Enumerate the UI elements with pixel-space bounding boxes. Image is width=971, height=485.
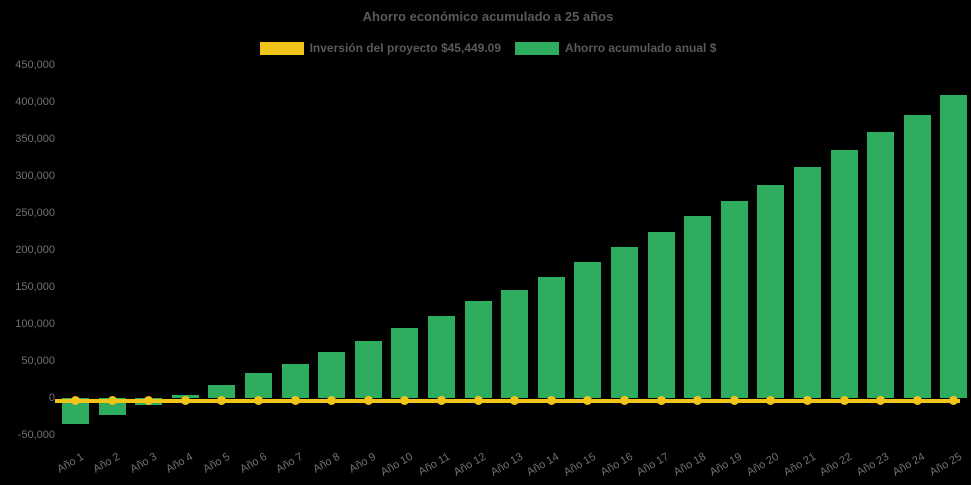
investment-line-marker: [949, 396, 959, 406]
y-axis-tick-label: 450,000: [15, 58, 55, 71]
bar-ano-21: [794, 167, 821, 399]
chart-title: Ahorro económico acumulado a 25 años: [362, 9, 614, 24]
y-axis-tick-label: 200,000: [15, 243, 55, 256]
legend-label-savings: Ahorro acumulado anual $: [565, 41, 717, 55]
investment-line-marker: [803, 396, 812, 406]
y-axis-tick-label: 400,000: [15, 95, 55, 108]
bar-ano-7: [281, 363, 309, 399]
bar-ano-5: [208, 385, 236, 399]
investment-line-marker: [656, 396, 666, 406]
bar-ano-24: [903, 114, 931, 399]
investment-line-marker: [620, 396, 629, 406]
investment-line-marker: [144, 396, 154, 406]
investment-line-marker: [473, 396, 483, 406]
investment-line-marker: [729, 396, 739, 406]
bar-ano-22: [830, 150, 858, 399]
investment-line-marker: [437, 396, 446, 406]
y-axis-tick-label: 300,000: [15, 169, 55, 182]
y-axis-tick-label: 0: [48, 391, 55, 404]
investment-line-marker: [254, 396, 263, 406]
investment-line-marker: [107, 396, 117, 406]
investment-line-marker: [400, 396, 410, 406]
investment-line-marker: [290, 396, 300, 406]
legend: Inversión del proyecto $45,449.09 Ahorro…: [30, 41, 946, 55]
bar-ano-16: [611, 246, 638, 399]
bar-ano-11: [428, 316, 455, 399]
legend-label-investment: Inversión del proyecto $45,449.09: [309, 41, 502, 55]
bar-ano-23: [867, 131, 895, 399]
investment-line-marker: [327, 396, 337, 406]
investment-line-marker: [693, 396, 703, 406]
investment-line-marker: [766, 396, 776, 406]
y-axis-tick-label: 150,000: [15, 280, 55, 293]
bar-ano-6: [245, 373, 272, 399]
y-axis-tick-label: 350,000: [15, 132, 55, 145]
investment-line-marker: [839, 396, 849, 406]
bar-ano-8: [318, 351, 346, 399]
y-axis-tick-label: 250,000: [15, 206, 55, 219]
investment-line-marker: [217, 396, 227, 406]
legend-swatch-savings: [515, 41, 560, 55]
bar-ano-20: [757, 185, 785, 399]
legend-item-savings: Ahorro acumulado anual $: [515, 41, 716, 55]
bar-ano-17: [647, 232, 675, 399]
investment-line-marker: [876, 396, 886, 406]
investment-line-marker: [583, 396, 593, 406]
legend-item-investment: Inversión del proyecto $45,449.09: [259, 41, 502, 55]
y-axis-tick-label: 100,000: [15, 317, 55, 330]
bar-ano-19: [720, 201, 748, 399]
investment-line-marker: [546, 396, 556, 406]
bar-ano-9: [354, 340, 382, 399]
investment-line-marker: [912, 396, 922, 406]
bar-ano-13: [501, 290, 529, 399]
legend-swatch-investment: [259, 41, 304, 55]
investment-line-marker: [363, 396, 373, 406]
bar-ano-18: [684, 216, 712, 399]
bar-ano-25: [940, 94, 968, 399]
bar-ano-14: [537, 276, 565, 399]
bar-ano-10: [391, 328, 419, 399]
y-axis-tick-label: 50,000: [21, 354, 55, 367]
investment-line-marker: [180, 396, 190, 406]
investment-line-marker: [71, 396, 80, 406]
investment-line-marker: [510, 396, 520, 406]
investment-line: [55, 398, 960, 403]
bar-ano-12: [464, 301, 492, 399]
bar-ano-15: [574, 262, 602, 399]
y-axis-tick-label: -50,000: [17, 429, 55, 441]
